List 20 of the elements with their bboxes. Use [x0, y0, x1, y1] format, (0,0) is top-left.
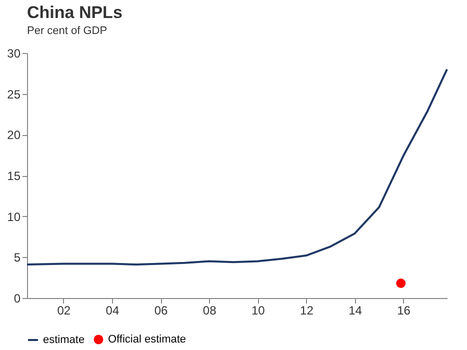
x-tick-label: 12 [300, 304, 314, 318]
line-series [26, 68, 448, 266]
y-tick-label: 20 [7, 128, 21, 142]
x-tick-label: 04 [106, 304, 120, 318]
y-tick-label: 30 [7, 46, 21, 60]
y-tick-label: 25 [7, 87, 21, 102]
chart-title: China NPLs [27, 3, 122, 22]
y-tick-label: 5 [14, 250, 21, 265]
y-tick-label: 15 [7, 169, 21, 183]
chart-subtitle: Per cent of GDP [27, 25, 108, 37]
legend-label: estimate [43, 334, 85, 346]
x-tick-label: 06 [154, 304, 168, 318]
x-tick-label: 10 [251, 304, 266, 318]
y-tick-label: 10 [7, 210, 21, 224]
y-tick-label: 0 [14, 292, 21, 306]
x-tick-label: 02 [57, 304, 71, 318]
legend-label: Official estimate [108, 334, 186, 346]
x-tick-label: 08 [202, 304, 217, 318]
x-tick-label: 16 [397, 304, 411, 318]
x-tick-label: 14 [348, 304, 362, 318]
